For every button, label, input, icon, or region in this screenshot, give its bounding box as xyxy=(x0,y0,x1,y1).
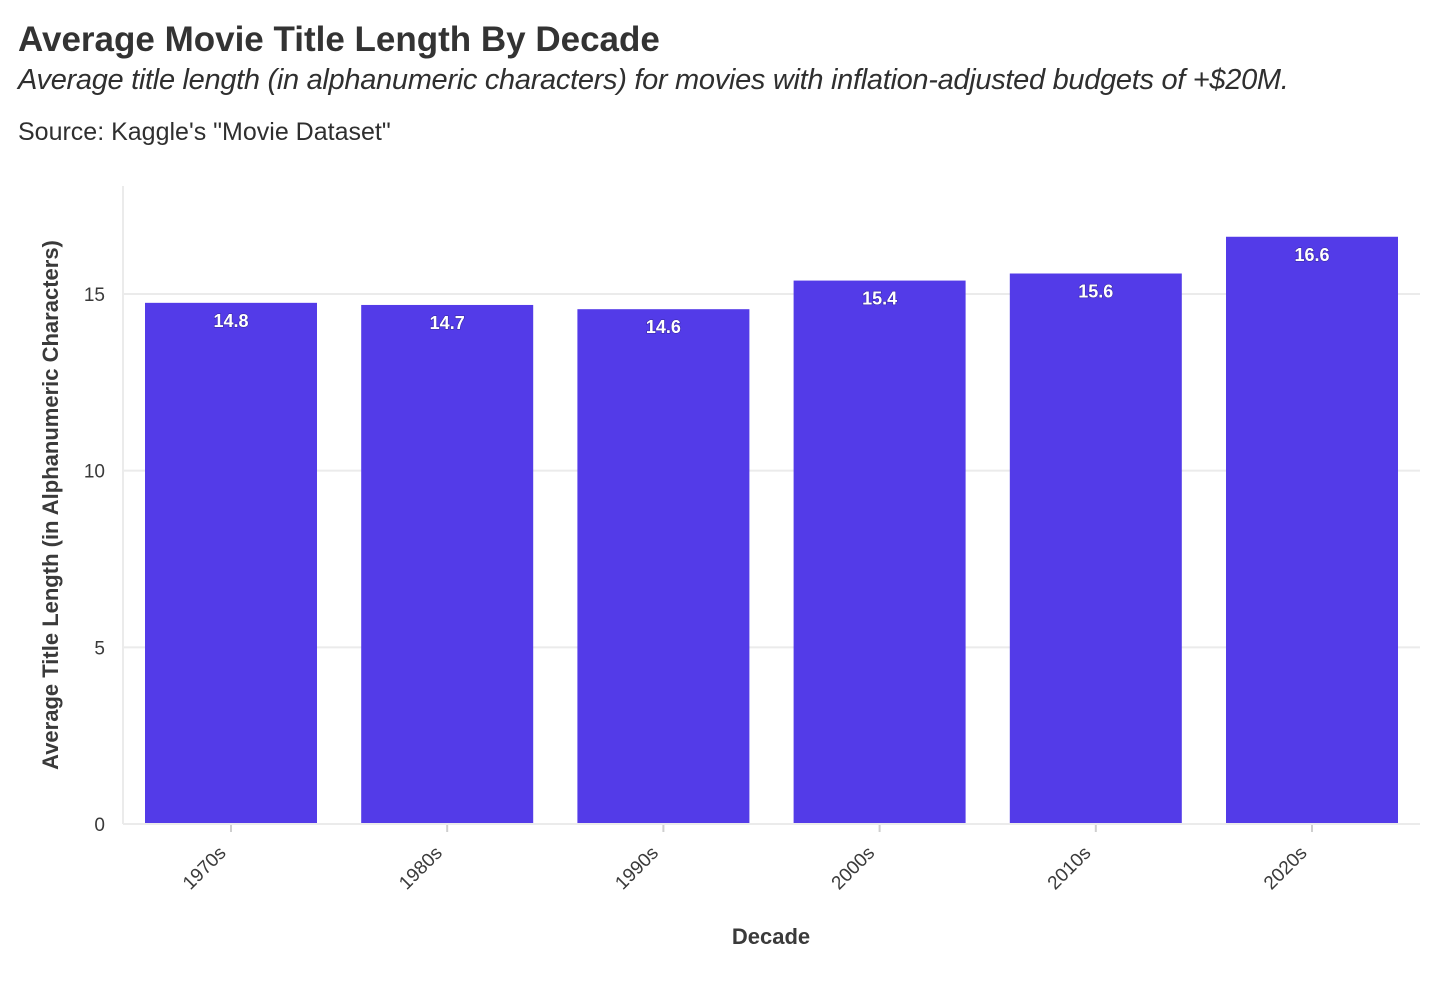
bar-data-label: 14.8 xyxy=(213,311,248,331)
x-tick-label: 1990s xyxy=(611,843,662,894)
chart-caption: Source: Kaggle's "Movie Dataset" xyxy=(18,118,391,146)
bar-labels: 14.8 14.7 14.6 15.4 15.6 16.6 xyxy=(213,244,1330,338)
y-axis-title: Average Title Length (in Alphanumeric Ch… xyxy=(38,240,63,770)
x-tick-label: 1970s xyxy=(179,843,230,894)
gridlines xyxy=(123,293,1420,825)
x-tick-label: 1980s xyxy=(395,843,446,894)
x-tick-label: 2000s xyxy=(828,843,879,894)
bar xyxy=(1226,236,1398,824)
bar xyxy=(1009,273,1182,824)
bar xyxy=(361,304,534,824)
bars xyxy=(145,236,1398,824)
y-tick-label: 0 xyxy=(94,815,105,836)
y-tick-label: 5 xyxy=(94,638,105,659)
chart-subtitle: Average title length (in alphanumeric ch… xyxy=(18,64,1289,96)
x-tick-label: 2010s xyxy=(1044,843,1095,894)
y-tick-label: 15 xyxy=(84,285,105,306)
bar-data-label: 16.6 xyxy=(1294,245,1329,265)
bar-data-label: 15.4 xyxy=(862,289,897,309)
bar-data-label: 14.7 xyxy=(430,313,465,333)
bar-data-label: 14.6 xyxy=(646,317,681,337)
y-tick-label: 10 xyxy=(84,462,105,483)
x-tick-label: 2020s xyxy=(1260,843,1311,894)
bar xyxy=(793,280,966,824)
bar xyxy=(577,309,750,824)
chart-title: Average Movie Title Length By Decade xyxy=(18,20,660,59)
x-axis-title: Decade xyxy=(732,924,810,949)
bar-data-label: 15.6 xyxy=(1078,282,1113,302)
bar xyxy=(145,302,317,824)
